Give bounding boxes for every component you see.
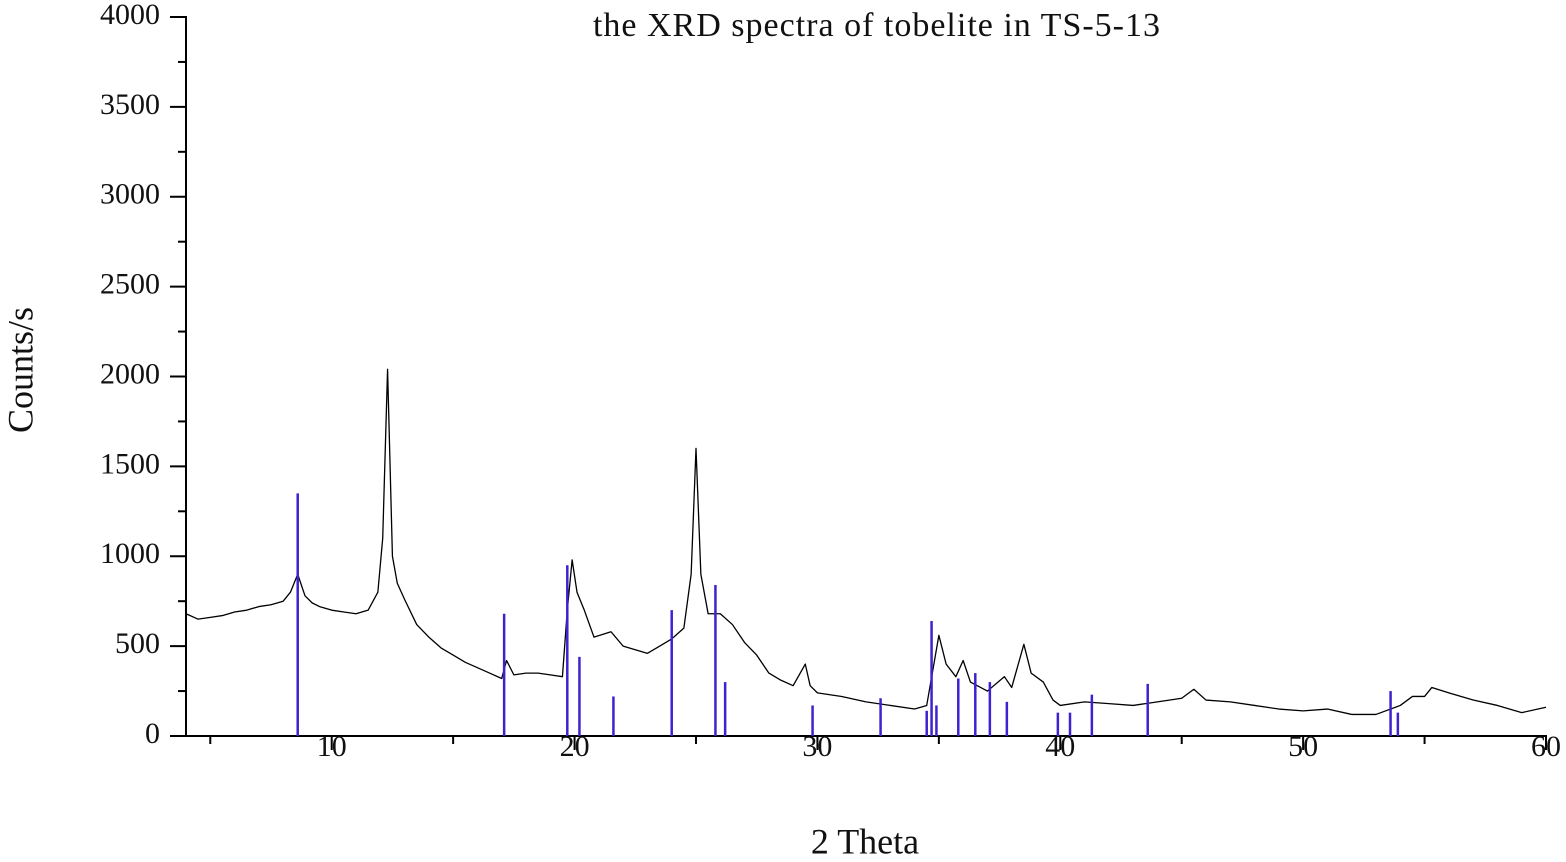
x-axis-label: 2 Theta xyxy=(811,821,919,861)
spectrum-line xyxy=(185,368,1547,716)
y-tick-label: 1500 xyxy=(100,447,160,480)
y-tick-label: 0 xyxy=(145,717,160,750)
y-tick-label: 3500 xyxy=(100,88,160,121)
y-tick-label: 2000 xyxy=(100,357,160,390)
y-tick-label: 4000 xyxy=(100,0,160,31)
y-tick-label: 3000 xyxy=(100,178,160,211)
x-tick-label: 20 xyxy=(560,730,590,763)
y-tick-label: 2500 xyxy=(100,268,160,301)
y-tick-label: 500 xyxy=(115,627,160,660)
y-tick-label: 1000 xyxy=(100,537,160,570)
y-axis-label: Counts/s xyxy=(0,307,40,433)
x-tick-label: 10 xyxy=(317,730,347,763)
x-tick-label: 50 xyxy=(1288,730,1318,763)
x-tick-label: 30 xyxy=(802,730,832,763)
chart-title: the XRD spectra of tobelite in TS-5-13 xyxy=(593,7,1161,44)
x-tick-label: 60 xyxy=(1531,730,1561,763)
